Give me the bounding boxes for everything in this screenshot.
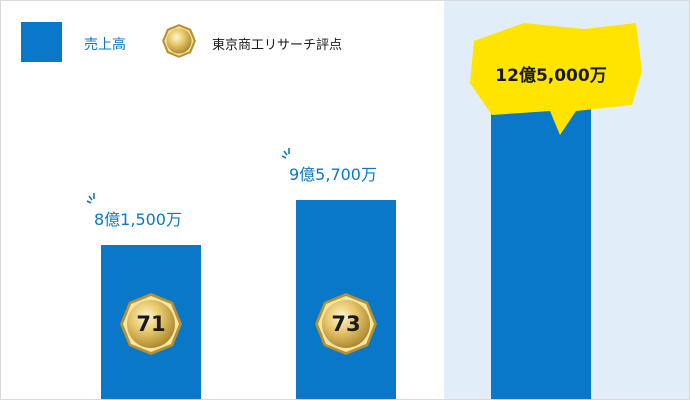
highlight-value-label: 12億5,000万 [495, 66, 607, 86]
legend-label-revenue: 売上高 [84, 37, 126, 53]
bar-3 [491, 107, 591, 399]
score-value-1: 71 [136, 312, 166, 336]
score-medal-2: 73 [313, 291, 379, 357]
legend-label-score: 東京商工リサーチ評点 [212, 38, 343, 53]
value-label-1: 8億1,500万 [94, 210, 182, 229]
highlight-callout-bubble [470, 23, 642, 135]
sparkle-icon [281, 148, 290, 159]
legend-swatch-revenue [21, 22, 62, 62]
legend-medal-icon [162, 24, 196, 58]
gold-medal-icon [120, 293, 182, 355]
gold-medal-icon [315, 293, 377, 355]
sparkle-icon [86, 193, 95, 204]
value-label-2: 9億5,700万 [289, 165, 377, 184]
score-value-2: 73 [331, 312, 361, 336]
score-medal-1: 71 [118, 291, 184, 357]
